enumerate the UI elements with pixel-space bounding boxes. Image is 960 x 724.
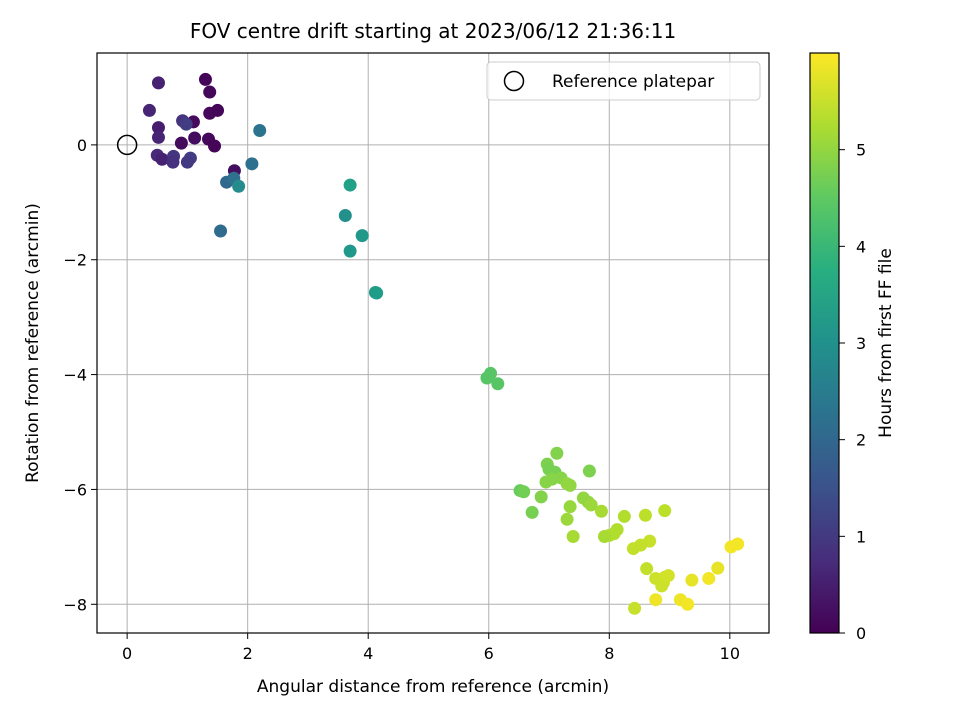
data-point <box>491 377 505 391</box>
data-point <box>617 509 631 523</box>
data-point <box>649 593 663 607</box>
data-point <box>563 478 577 492</box>
data-point <box>151 130 165 144</box>
data-point <box>232 179 246 193</box>
x-axis-ticks: 0 2 4 6 8 10 <box>122 633 740 663</box>
data-point <box>343 178 357 192</box>
data-point <box>563 500 577 514</box>
data-point <box>174 136 188 150</box>
data-point <box>245 157 259 171</box>
data-point <box>655 579 669 593</box>
x-tick-label: 8 <box>604 644 614 663</box>
data-point <box>638 508 652 522</box>
colorbar-gradient <box>810 53 839 633</box>
colorbar-tick-label: 5 <box>856 141 866 160</box>
data-point <box>253 124 267 138</box>
data-point <box>343 244 357 258</box>
colorbar-tick-label: 4 <box>856 237 866 256</box>
data-point <box>582 464 596 478</box>
data-point <box>517 485 531 499</box>
y-axis-ticks: 0 −2 −4 −6 −8 <box>63 136 97 614</box>
legend-label: Reference platepar <box>552 72 714 92</box>
y-tick-label: −4 <box>63 366 87 385</box>
data-point <box>702 571 716 585</box>
y-tick-label: −8 <box>63 595 87 614</box>
data-point <box>370 286 384 300</box>
data-point <box>142 103 156 117</box>
y-tick-label: −6 <box>63 480 87 499</box>
y-tick-label: −2 <box>63 251 87 270</box>
colorbar-tick-label: 3 <box>856 334 866 353</box>
data-point <box>166 155 180 169</box>
data-point <box>534 490 548 504</box>
colorbar-tick-label: 0 <box>856 624 866 643</box>
data-point <box>155 152 169 166</box>
data-point <box>628 601 642 615</box>
data-point <box>214 224 228 238</box>
data-point <box>594 504 608 518</box>
data-point <box>640 562 654 576</box>
data-point <box>597 530 611 544</box>
x-tick-label: 0 <box>122 644 132 663</box>
data-point <box>338 209 352 223</box>
data-point <box>550 446 564 460</box>
data-point <box>203 85 217 99</box>
data-point <box>484 366 498 380</box>
data-point <box>198 72 212 86</box>
data-point <box>584 498 598 512</box>
colorbar-tick-label: 1 <box>856 527 866 546</box>
data-point <box>724 540 738 554</box>
data-point <box>179 117 193 131</box>
data-point <box>681 597 695 611</box>
data-point <box>626 542 640 556</box>
x-tick-label: 2 <box>243 644 253 663</box>
x-axis-label: Angular distance from reference (arcmin) <box>257 677 609 697</box>
data-point <box>525 505 539 519</box>
data-point <box>151 121 165 135</box>
chart-title: FOV centre drift starting at 2023/06/12 … <box>190 19 676 43</box>
data-point <box>188 131 202 145</box>
reference-platepar-marker <box>116 134 138 156</box>
y-tick-label: 0 <box>77 136 87 155</box>
data-point <box>180 155 194 169</box>
data-point <box>539 475 553 489</box>
data-point <box>151 76 165 90</box>
data-point <box>560 512 574 526</box>
x-tick-label: 4 <box>363 644 373 663</box>
colorbar-tick-label: 2 <box>856 431 866 450</box>
colorbar-label: Hours from first FF file <box>876 248 896 438</box>
colorbar: 0 1 2 3 4 5 Hours from first FF file <box>809 52 896 643</box>
data-point <box>566 530 580 544</box>
legend-open-circle-icon <box>503 70 525 92</box>
data-point <box>211 103 225 117</box>
data-point <box>685 573 699 587</box>
legend-box <box>486 61 761 101</box>
data-point <box>355 229 369 243</box>
x-tick-label: 10 <box>720 644 740 663</box>
data-point <box>711 561 725 575</box>
data-point <box>208 139 222 153</box>
data-point <box>658 504 672 518</box>
colorbar-ticks: 0 1 2 3 4 5 <box>839 141 866 643</box>
plot-frame <box>96 52 770 634</box>
x-tick-label: 6 <box>484 644 494 663</box>
legend: Reference platepar <box>486 61 761 101</box>
reference-marker-group <box>116 134 138 156</box>
y-axis-label: Rotation from reference (arcmin) <box>23 203 43 483</box>
data-points <box>142 72 745 615</box>
